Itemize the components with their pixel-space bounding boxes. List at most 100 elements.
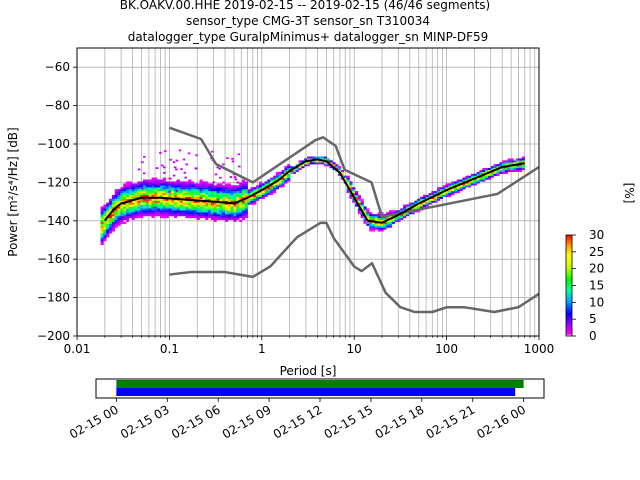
density-cell [106,223,110,226]
density-cell [281,181,285,184]
density-cell [162,206,166,209]
density-cell [140,187,144,190]
density-cell [148,214,152,217]
density-cell [281,173,285,176]
density-cell [154,206,158,209]
density-cell [114,192,118,196]
density-cell [284,169,288,173]
density-cell [109,225,113,228]
density-cell [510,158,514,161]
density-cell [176,206,181,209]
density-cell [145,210,149,213]
density-cell [143,194,147,197]
density-cell [106,212,110,215]
density-cell [131,208,135,211]
y-tick-label: −160 [37,252,70,266]
density-cell [134,216,138,219]
density-cell [459,181,463,184]
density-cell [437,198,441,201]
density-cell [380,227,384,230]
density-cell [355,194,359,197]
density-cell [120,189,124,192]
density-cell [188,216,192,219]
density-cell [507,166,511,169]
density-cell [179,192,183,196]
density-cell [188,206,192,209]
density-cell [123,202,127,205]
density-cell [109,214,113,217]
density-cell [521,168,525,171]
density-cell [241,212,246,215]
density-cell [332,164,336,167]
density-cell [487,177,492,180]
density-cell [377,212,381,215]
density-cell [229,176,233,178]
density-cell [275,173,280,176]
density-cell [148,179,152,182]
density-cell [513,160,517,163]
density-cell [476,181,480,184]
density-cell [346,191,350,194]
density-cell [338,173,342,176]
density-cell [247,191,251,194]
density-cell [369,229,373,232]
density-cell [100,210,104,213]
density-cell [143,208,147,211]
density-cell [159,212,164,215]
timeline-tick-label: 02-15 18 [373,402,427,441]
density-cell [312,162,316,165]
density-cell [165,183,169,186]
density-cell [323,158,328,161]
density-cell [456,189,460,192]
density-cell [374,223,378,226]
density-cell [239,191,243,194]
density-cell [216,210,220,213]
density-cell [131,187,135,190]
density-cell [141,161,144,164]
density-cell [519,168,523,171]
density-cell [261,191,265,194]
density-cell [168,189,172,192]
density-cell [224,200,229,203]
density-cell [425,196,429,199]
density-cell [123,183,127,186]
density-cell [205,208,209,211]
density-cell [208,191,212,194]
density-cell [391,210,395,213]
density-cell [174,181,178,184]
density-cell [143,212,147,215]
density-cell [468,175,472,178]
density-cell [273,183,277,186]
density-cell [162,189,166,192]
density-cell [374,225,378,228]
density-cell [126,192,130,196]
density-cell [111,194,116,197]
density-cell [103,225,107,228]
density-cell [159,189,164,192]
density-cell [400,216,404,219]
density-cell [372,216,376,219]
density-cell [502,160,506,163]
density-cell [188,183,192,186]
density-cell [482,175,486,178]
density-cell [290,169,294,173]
density-cell [490,171,494,174]
density-cell [180,182,183,185]
density-cell [126,206,130,209]
density-cell [188,210,192,213]
density-cell [261,183,265,186]
density-cell [191,208,195,211]
density-cell [143,155,146,158]
density-cell [227,204,231,207]
density-cell [369,216,373,219]
density-cell [394,217,398,221]
density-cell [470,175,475,178]
density-cell [236,185,240,188]
density-cell [193,192,198,196]
density-cell [154,185,158,188]
density-cell [290,171,294,174]
density-cell [231,157,234,160]
density-cell [114,210,118,213]
density-cell [148,181,152,184]
